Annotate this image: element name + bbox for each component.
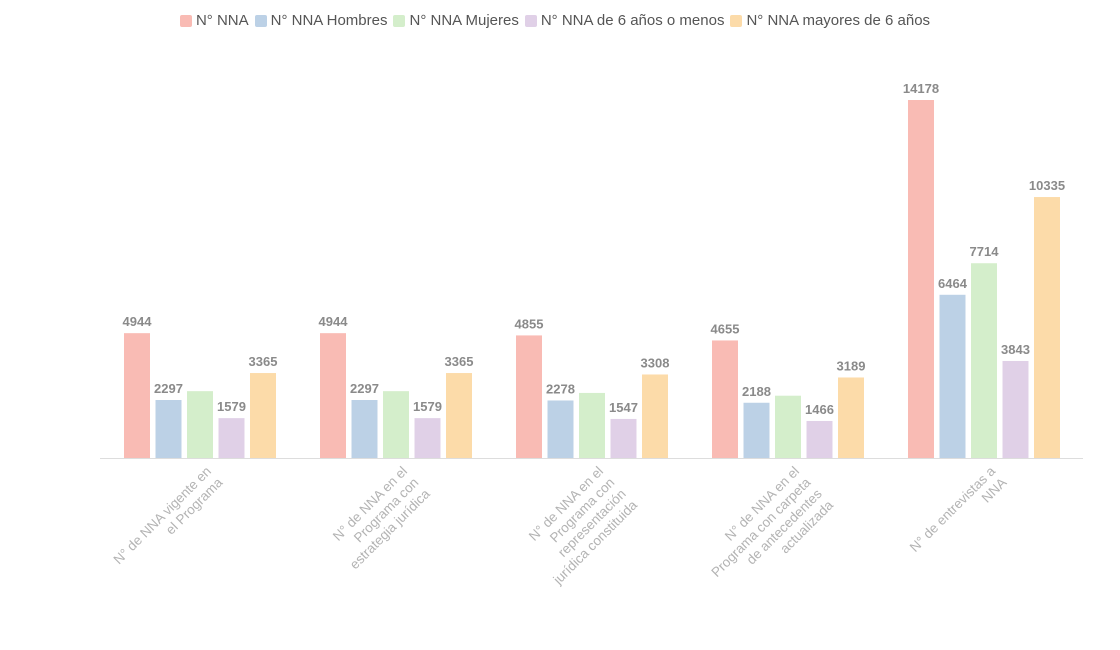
bar[interactable] xyxy=(939,294,966,458)
bar[interactable] xyxy=(187,391,213,458)
legend-label: N° NNA mayores de 6 años xyxy=(746,12,931,29)
legend-item[interactable]: N° NNA de 6 años o menos xyxy=(524,12,725,29)
legend-label: N° NNA de 6 años o menos xyxy=(540,12,725,29)
bar[interactable] xyxy=(971,263,997,458)
legend-swatch xyxy=(730,14,743,27)
data-label: 4655 xyxy=(711,321,740,336)
bar[interactable] xyxy=(124,333,150,458)
data-label: 2278 xyxy=(546,381,575,396)
legend-swatch xyxy=(524,14,537,27)
data-label: 2188 xyxy=(742,384,771,399)
bar[interactable] xyxy=(547,400,574,458)
bar[interactable] xyxy=(908,100,934,458)
category-label: N° de NNA en elPrograma con carpetade an… xyxy=(697,463,836,602)
bar[interactable] xyxy=(610,418,637,458)
category-label: N° de entrevistas aNNA xyxy=(907,463,1010,566)
bar[interactable] xyxy=(320,333,346,458)
data-label: 1547 xyxy=(609,400,638,415)
data-label: 6464 xyxy=(938,276,968,291)
bar[interactable] xyxy=(775,395,801,458)
data-label: 4855 xyxy=(515,316,544,331)
legend-swatch xyxy=(393,14,406,27)
data-label: 2297 xyxy=(154,381,183,396)
data-label: 1579 xyxy=(413,399,442,414)
data-label: 4944 xyxy=(319,314,349,329)
bar[interactable] xyxy=(1034,197,1060,459)
legend-label: N° NNA xyxy=(195,12,249,29)
legend-label: N° NNA Hombres xyxy=(270,12,388,29)
bar[interactable] xyxy=(579,392,605,458)
bar[interactable] xyxy=(218,418,245,458)
bar[interactable] xyxy=(516,335,542,458)
category-label-line: N° de NNA vigente en xyxy=(111,464,215,568)
data-label: 4944 xyxy=(123,314,153,329)
data-label: 14178 xyxy=(903,81,939,96)
bar[interactable] xyxy=(642,374,668,458)
bar[interactable] xyxy=(446,373,472,458)
data-label: 3308 xyxy=(641,355,670,370)
data-label: 3843 xyxy=(1001,342,1030,357)
data-label: 3189 xyxy=(837,358,866,373)
bar[interactable] xyxy=(414,418,441,458)
bar[interactable] xyxy=(351,399,378,458)
bar[interactable] xyxy=(838,377,864,458)
legend-item[interactable]: N° NNA Mujeres xyxy=(393,12,519,29)
legend-swatch xyxy=(179,14,192,27)
chart-legend: N° NNA N° NNA Hombres N° NNA Mujeres N° NNA… xyxy=(0,12,1110,29)
legend-item[interactable]: N° NNA mayores de 6 años xyxy=(730,12,930,29)
data-label: 3365 xyxy=(445,354,474,369)
bar[interactable] xyxy=(806,420,833,458)
data-label: 1579 xyxy=(217,399,246,414)
legend-item[interactable]: N° NNA Hombres xyxy=(254,12,388,29)
bar[interactable] xyxy=(1002,360,1029,458)
data-label: 3365 xyxy=(249,354,278,369)
data-label: 10335 xyxy=(1029,178,1065,193)
bar[interactable] xyxy=(250,373,276,458)
bar[interactable] xyxy=(383,391,409,458)
category-label-line: N° de entrevistas a xyxy=(907,463,999,555)
category-label: N° de NNA en elPrograma conrepresentació… xyxy=(516,463,641,588)
legend-item[interactable]: N° NNA xyxy=(179,12,249,29)
category-label: N° de NNA en elPrograma conestrategia ju… xyxy=(324,463,433,572)
data-label: 2297 xyxy=(350,381,379,396)
bar[interactable] xyxy=(712,340,738,458)
data-label: 7714 xyxy=(970,244,1000,259)
category-label: N° de NNA vigente enel Programa xyxy=(111,463,226,578)
data-label: 1466 xyxy=(805,402,834,417)
legend-label: N° NNA Mujeres xyxy=(409,12,519,29)
legend-swatch xyxy=(254,14,267,27)
bar[interactable] xyxy=(155,399,182,458)
bar[interactable] xyxy=(743,402,770,458)
